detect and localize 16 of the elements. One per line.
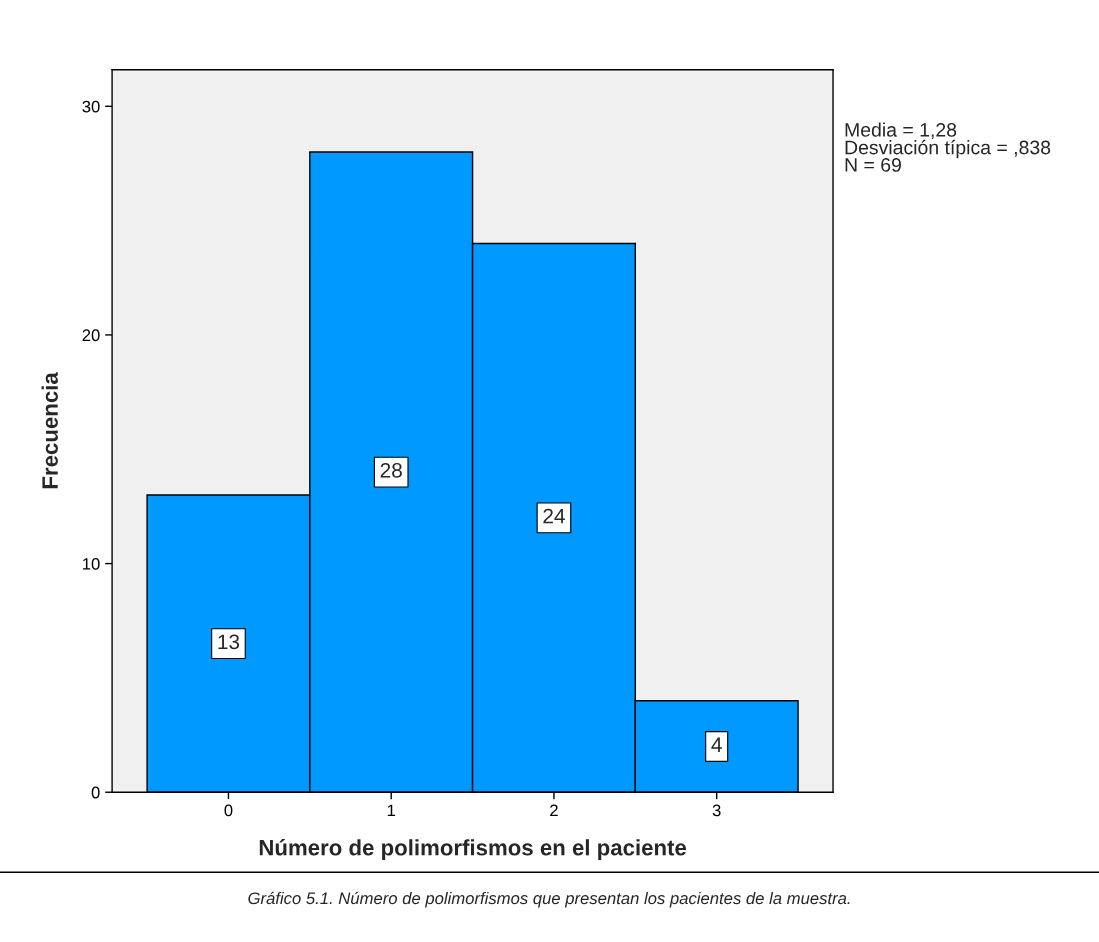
x-tick-label: 1 <box>387 804 396 817</box>
x-tick-label: 0 <box>224 804 233 817</box>
y-tick-label: 20 <box>82 329 100 342</box>
data-label: 24 <box>543 508 565 524</box>
x-tick-label: 2 <box>550 804 558 817</box>
text: Media = 1,28 Desviación típica = ,838 N = 69 <box>845 122 1051 172</box>
y-axis-title: Frecuencia <box>41 372 58 489</box>
y-tick-label: 10 <box>83 557 100 570</box>
data-label: 28 <box>380 462 402 478</box>
x-tick-label: 3 <box>712 804 721 817</box>
data-label: 4 <box>711 737 722 752</box>
text: Gráfico 5.1. Número de polimorfismos que presentan los pacientes de la muestra. <box>248 891 850 908</box>
data-label: 13 <box>218 634 240 650</box>
x-axis-title: Número de polimorfismos en el paciente <box>259 839 687 860</box>
y-tick-label: 30 <box>82 100 100 113</box>
y-tick-label: 0 <box>91 786 100 799</box>
